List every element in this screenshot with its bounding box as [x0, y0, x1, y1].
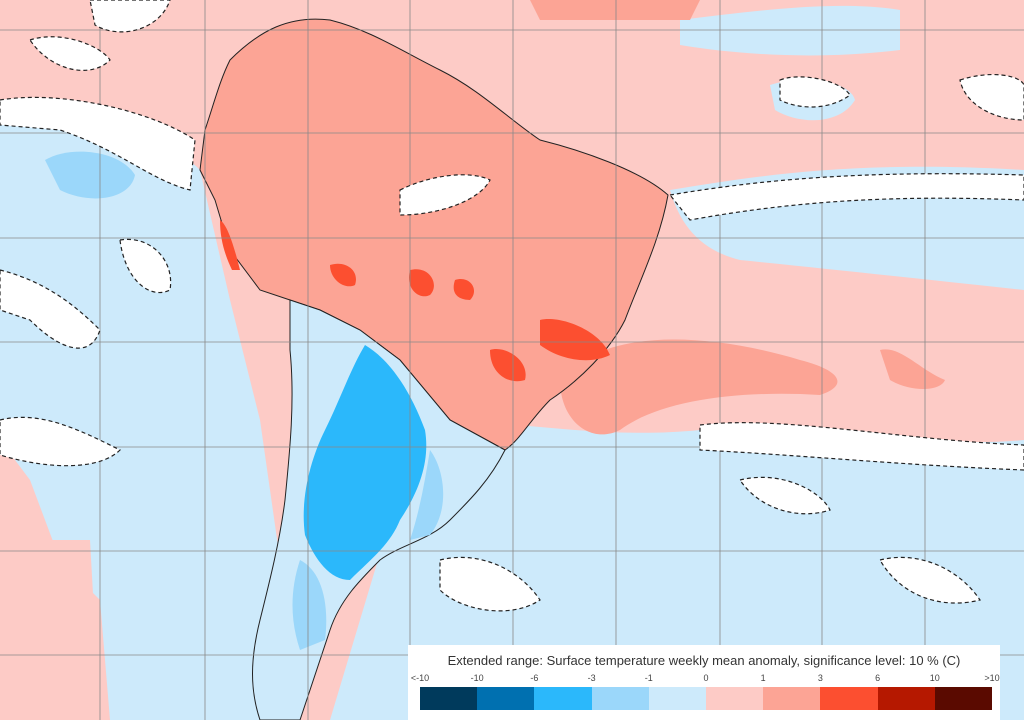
legend-swatch	[820, 687, 878, 710]
legend-tick: -6	[530, 673, 539, 683]
caribbean-warm-patch	[530, 0, 700, 20]
legend-tick: 1	[760, 673, 766, 683]
legend-tick: -10	[470, 673, 484, 683]
argentina-moderate-cool-anomaly	[292, 450, 444, 650]
legend-swatch	[477, 687, 535, 710]
significance-contours	[0, 0, 1024, 612]
legend-swatch	[877, 687, 935, 710]
legend-tick: >10	[984, 673, 1000, 683]
atlantic-warm-patch-2	[880, 349, 945, 389]
pacific-cool-patch	[45, 151, 135, 199]
south-pacific-warm-patch	[0, 540, 100, 720]
atlantic-warm-patch	[560, 339, 838, 435]
argentina-cold-anomaly	[303, 345, 427, 580]
legend-tick: 6	[875, 673, 881, 683]
legend-title: Extended range: Surface temperature week…	[447, 653, 961, 668]
colorbar-legend: Extended range: Surface temperature week…	[408, 645, 1000, 720]
legend-tick: 3	[817, 673, 823, 683]
legend-ticks: <-10 -10 -6 -3 -1 0 1 3 6 10 >10	[411, 673, 1000, 685]
legend-tick: -1	[644, 673, 653, 683]
legend-tick: <-10	[410, 673, 430, 683]
legend-tick: -3	[587, 673, 596, 683]
legend-swatch	[934, 687, 993, 710]
legend-color-bar	[420, 687, 993, 710]
legend-swatch	[591, 687, 649, 710]
legend-swatch	[534, 687, 592, 710]
legend-swatch	[420, 687, 478, 710]
legend-swatch	[648, 687, 707, 710]
legend-tick: 0	[703, 673, 709, 683]
legend-swatch	[763, 687, 821, 710]
legend-tick: 10	[929, 673, 940, 683]
legend-swatch	[706, 687, 764, 710]
